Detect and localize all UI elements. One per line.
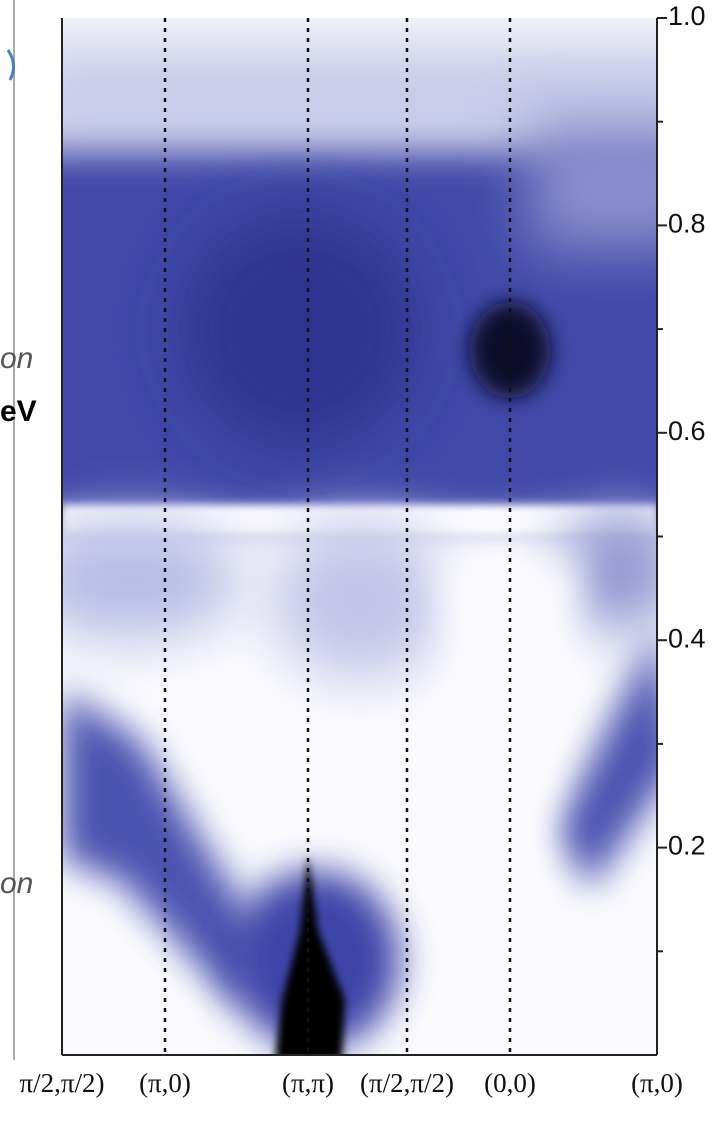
x-tick-label: π/2,π/2) [19, 1068, 104, 1098]
annotation: on [0, 867, 33, 900]
annotation: eV [0, 395, 37, 428]
y-tick-label: 1.0 [668, 1, 706, 31]
intensity-map [62, 18, 657, 1055]
x-tick-label: (π,0) [139, 1068, 191, 1098]
annotation: on [0, 342, 33, 375]
y-tick-label: 0.4 [668, 623, 706, 653]
x-tick-label: (0,0) [484, 1068, 536, 1098]
y-tick-label: 0.2 [668, 831, 706, 861]
x-tick-label: (π/2,π/2) [360, 1068, 454, 1098]
y-tick-label: 0.8 [668, 209, 706, 239]
x-tick-label: (π,0) [631, 1068, 683, 1098]
y-tick-label: 0.6 [668, 416, 706, 446]
x-tick-label: (π,π) [282, 1068, 334, 1098]
panel-fragment [6, 49, 15, 81]
